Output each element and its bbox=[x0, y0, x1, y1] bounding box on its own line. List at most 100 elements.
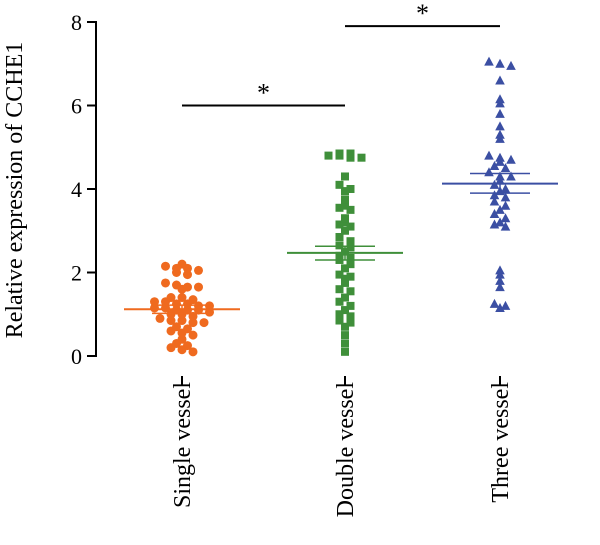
data-point bbox=[335, 316, 344, 325]
data-point bbox=[341, 187, 349, 196]
data-point bbox=[489, 161, 500, 171]
data-point bbox=[346, 287, 355, 296]
data-point bbox=[205, 301, 214, 311]
data-point bbox=[341, 214, 349, 223]
data-point bbox=[177, 259, 187, 269]
data-point bbox=[341, 322, 349, 331]
data-point bbox=[183, 324, 192, 334]
data-point bbox=[183, 341, 192, 351]
data-point bbox=[188, 295, 198, 305]
data-point bbox=[506, 60, 516, 70]
series-2-summary bbox=[287, 245, 403, 261]
data-point bbox=[341, 195, 349, 204]
data-point bbox=[506, 154, 516, 164]
y-tick-label: 8 bbox=[71, 10, 82, 35]
data-point bbox=[346, 149, 355, 158]
data-point bbox=[484, 150, 494, 160]
data-point bbox=[346, 205, 355, 214]
series-1 bbox=[150, 259, 214, 357]
data-point bbox=[495, 58, 505, 68]
data-point bbox=[495, 265, 505, 275]
data-point bbox=[346, 301, 355, 310]
data-point bbox=[335, 285, 344, 294]
data-point bbox=[177, 316, 187, 326]
y-axis-title: Relative expression of CCHE1 bbox=[2, 42, 28, 339]
data-point bbox=[500, 163, 511, 173]
data-point bbox=[489, 190, 500, 200]
data-point bbox=[172, 299, 181, 309]
data-point bbox=[183, 282, 192, 292]
data-point bbox=[183, 270, 192, 280]
data-point bbox=[335, 203, 344, 212]
data-point bbox=[495, 129, 505, 139]
x-category-label: Double vessel bbox=[333, 382, 359, 518]
significance-star: * bbox=[416, 0, 429, 28]
data-point bbox=[346, 153, 355, 162]
mean-sem-bars bbox=[124, 172, 558, 315]
data-point bbox=[489, 298, 500, 308]
data-point bbox=[194, 282, 203, 292]
x-axis: Single vessel Double vessel Three vessel bbox=[170, 376, 514, 517]
data-point bbox=[500, 221, 511, 231]
data-point bbox=[335, 149, 344, 158]
y-axis: 0 2 4 6 8 bbox=[71, 10, 97, 369]
data-point bbox=[341, 274, 349, 283]
data-point bbox=[495, 217, 505, 227]
data-point bbox=[489, 209, 500, 219]
data-point bbox=[500, 213, 511, 223]
data-point bbox=[341, 278, 349, 287]
data-point bbox=[489, 196, 500, 206]
series-1-summary bbox=[124, 304, 240, 315]
data-point bbox=[341, 339, 349, 348]
data-points bbox=[150, 56, 516, 357]
y-tick-label: 0 bbox=[71, 344, 82, 369]
significance-brackets: ** bbox=[182, 0, 500, 108]
data-point bbox=[357, 153, 366, 162]
data-point bbox=[346, 260, 355, 269]
data-point bbox=[335, 180, 344, 189]
data-point bbox=[341, 218, 349, 227]
data-point bbox=[335, 233, 344, 242]
data-point bbox=[199, 318, 209, 328]
data-point bbox=[188, 318, 198, 328]
data-point bbox=[161, 261, 170, 271]
data-point bbox=[150, 297, 159, 307]
y-tick-label: 2 bbox=[71, 261, 82, 286]
data-point bbox=[346, 243, 355, 252]
data-point bbox=[188, 347, 198, 357]
data-point bbox=[346, 185, 355, 193]
data-point bbox=[324, 151, 333, 160]
data-point bbox=[484, 56, 494, 66]
data-point bbox=[335, 241, 344, 250]
data-point bbox=[335, 251, 344, 260]
data-point bbox=[341, 306, 349, 315]
data-point bbox=[341, 347, 349, 356]
x-category-label: Three vessel bbox=[488, 382, 514, 503]
data-point bbox=[495, 108, 505, 118]
data-point bbox=[194, 265, 203, 275]
x-category-label: Single vessel bbox=[170, 382, 196, 508]
data-point bbox=[161, 278, 170, 288]
y-tick-label: 6 bbox=[71, 94, 82, 119]
data-point bbox=[341, 201, 349, 210]
data-point bbox=[335, 310, 344, 319]
series-3-summary bbox=[442, 172, 558, 194]
data-point bbox=[335, 270, 344, 279]
data-point bbox=[346, 312, 355, 321]
data-point bbox=[335, 297, 344, 306]
data-point bbox=[495, 94, 505, 104]
y-tick-label: 4 bbox=[71, 177, 82, 202]
data-point bbox=[166, 316, 176, 326]
data-point bbox=[495, 152, 505, 162]
data-point bbox=[495, 75, 505, 85]
data-point bbox=[506, 171, 516, 181]
data-point bbox=[172, 280, 181, 290]
data-point bbox=[500, 184, 511, 193]
data-point bbox=[495, 282, 505, 292]
data-point bbox=[495, 275, 505, 285]
data-point bbox=[341, 331, 349, 340]
data-point bbox=[188, 330, 198, 340]
data-point bbox=[346, 237, 355, 246]
data-point bbox=[341, 172, 349, 181]
